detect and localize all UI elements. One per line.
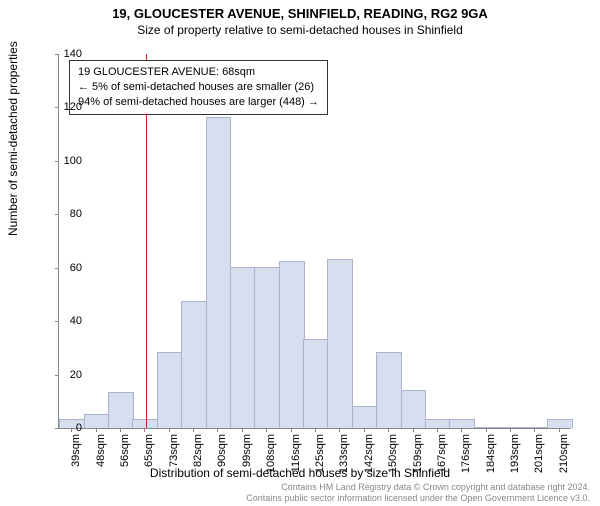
footnote-line-1: Contains HM Land Registry data © Crown c… xyxy=(246,482,590,493)
xtick-mark xyxy=(242,428,243,432)
footnote-line-2: Contains public sector information licen… xyxy=(246,493,590,504)
xtick-label: 90sqm xyxy=(216,434,228,482)
annotation-line-2: ← 5% of semi-detached houses are smaller… xyxy=(78,80,319,95)
footnote: Contains HM Land Registry data © Crown c… xyxy=(246,482,590,504)
ytick-label: 20 xyxy=(56,369,82,381)
annotation-line-1: 19 GLOUCESTER AVENUE: 68sqm xyxy=(78,65,319,80)
xtick-label: 39sqm xyxy=(70,434,82,482)
xtick-mark xyxy=(461,428,462,432)
xtick-mark xyxy=(96,428,97,432)
xtick-mark xyxy=(437,428,438,432)
histogram-bar xyxy=(303,339,329,428)
histogram-bar xyxy=(376,352,402,428)
histogram-bar xyxy=(230,267,256,428)
xtick-mark xyxy=(291,428,292,432)
xtick-label: 73sqm xyxy=(168,434,180,482)
xtick-label: 150sqm xyxy=(387,434,399,482)
xtick-label: 142sqm xyxy=(363,434,375,482)
xtick-mark xyxy=(315,428,316,432)
ytick-label: 40 xyxy=(56,315,82,327)
xtick-label: 56sqm xyxy=(119,434,131,482)
ytick-label: 80 xyxy=(56,208,82,220)
y-axis-label: Number of semi-detached properties xyxy=(6,41,20,236)
xtick-mark xyxy=(510,428,511,432)
histogram-bar xyxy=(108,392,134,428)
xtick-mark xyxy=(364,428,365,432)
xtick-label: 133sqm xyxy=(338,434,350,482)
xtick-label: 65sqm xyxy=(143,434,155,482)
annotation-box: 19 GLOUCESTER AVENUE: 68sqm ← 5% of semi… xyxy=(69,60,328,115)
xtick-mark xyxy=(413,428,414,432)
xtick-label: 193sqm xyxy=(509,434,521,482)
ytick-label: 60 xyxy=(56,262,82,274)
xtick-mark xyxy=(559,428,560,432)
xtick-mark xyxy=(388,428,389,432)
histogram-bar xyxy=(84,414,110,428)
xtick-mark xyxy=(534,428,535,432)
xtick-mark xyxy=(339,428,340,432)
ytick-label: 140 xyxy=(56,48,82,60)
xtick-label: 184sqm xyxy=(485,434,497,482)
xtick-label: 82sqm xyxy=(192,434,204,482)
histogram-bar xyxy=(157,352,183,428)
histogram-bar xyxy=(279,261,305,428)
xtick-label: 167sqm xyxy=(436,434,448,482)
xtick-label: 48sqm xyxy=(95,434,107,482)
xtick-label: 176sqm xyxy=(460,434,472,482)
histogram-bar xyxy=(425,419,451,428)
histogram-bar xyxy=(474,427,500,428)
histogram-bar xyxy=(547,419,573,428)
xtick-label: 201sqm xyxy=(533,434,545,482)
ytick-label: 120 xyxy=(56,101,82,113)
histogram-bar xyxy=(449,419,475,428)
plot-area: 19 GLOUCESTER AVENUE: 68sqm ← 5% of semi… xyxy=(58,54,571,429)
xtick-label: 210sqm xyxy=(558,434,570,482)
xtick-label: 116sqm xyxy=(290,434,302,482)
xtick-mark xyxy=(486,428,487,432)
xtick-mark xyxy=(193,428,194,432)
histogram-bar xyxy=(254,267,280,428)
chart-title: 19, GLOUCESTER AVENUE, SHINFIELD, READIN… xyxy=(0,6,600,21)
xtick-mark xyxy=(144,428,145,432)
xtick-mark xyxy=(266,428,267,432)
ytick-label: 0 xyxy=(56,422,82,434)
xtick-label: 108sqm xyxy=(265,434,277,482)
histogram-bar xyxy=(206,117,232,428)
ytick-label: 100 xyxy=(56,155,82,167)
chart-subtitle: Size of property relative to semi-detach… xyxy=(0,23,600,37)
xtick-label: 125sqm xyxy=(314,434,326,482)
histogram-bar xyxy=(181,301,207,428)
chart-container: 19, GLOUCESTER AVENUE, SHINFIELD, READIN… xyxy=(0,6,600,506)
histogram-bar xyxy=(327,259,353,428)
xtick-mark xyxy=(169,428,170,432)
annotation-line-3: 94% of semi-detached houses are larger (… xyxy=(78,95,319,110)
xtick-label: 99sqm xyxy=(241,434,253,482)
histogram-bar xyxy=(352,406,378,428)
xtick-mark xyxy=(217,428,218,432)
histogram-bar xyxy=(401,390,427,428)
xtick-mark xyxy=(120,428,121,432)
xtick-label: 159sqm xyxy=(412,434,424,482)
